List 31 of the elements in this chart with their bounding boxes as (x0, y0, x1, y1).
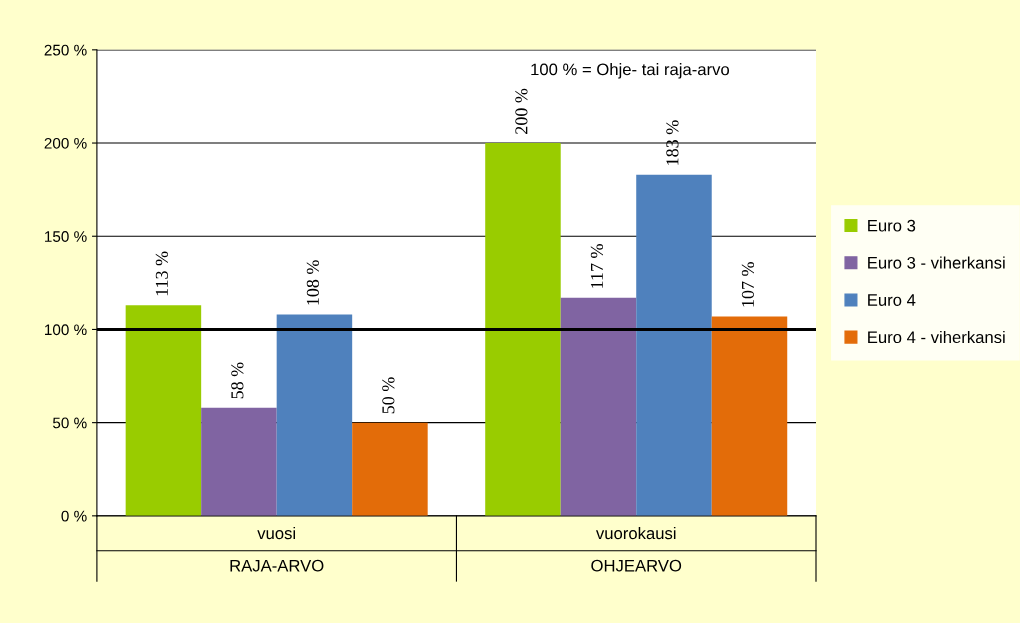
data-label: 58 % (231, 362, 244, 399)
bar (352, 422, 428, 516)
bar (201, 407, 277, 516)
data-label: 107 % (741, 262, 755, 307)
annotation: 100 % = Ohje- tai raja-arvo (531, 63, 730, 79)
x-tick-label: vuosi (257, 526, 296, 540)
text: RAJA-ARVO (230, 559, 324, 572)
data-label: 117 % (590, 244, 604, 288)
legend-label: Euro 3 - viherkansi (868, 256, 1005, 269)
data-label: 113 % (155, 251, 168, 296)
x-tick-label: vuorokausi (595, 526, 676, 540)
y-tick-label: 250 % (44, 44, 87, 56)
bar (485, 143, 561, 516)
data-label: 183 % (666, 120, 679, 165)
bar (711, 316, 788, 516)
y-tick-label: 50 % (52, 417, 87, 429)
legend-label: Euro 3 (868, 219, 916, 232)
y-tick-label: 100 % (45, 324, 87, 336)
bar (560, 297, 637, 516)
bar (276, 314, 353, 516)
legend-label: Euro 4 - viherkansi (868, 330, 1005, 344)
y-tick-label: 150 % (45, 231, 87, 242)
y-tick-label: 0 % (61, 510, 87, 522)
bar (636, 174, 712, 516)
data-label: 108 % (306, 260, 320, 305)
text: OHJEARVO (591, 559, 682, 572)
legend-label: Euro 4 (868, 294, 916, 306)
bar (125, 305, 202, 516)
y-tick-label: 200 % (44, 137, 87, 149)
data-label: 50 % (382, 377, 395, 414)
data-label: 200 % (515, 88, 528, 134)
